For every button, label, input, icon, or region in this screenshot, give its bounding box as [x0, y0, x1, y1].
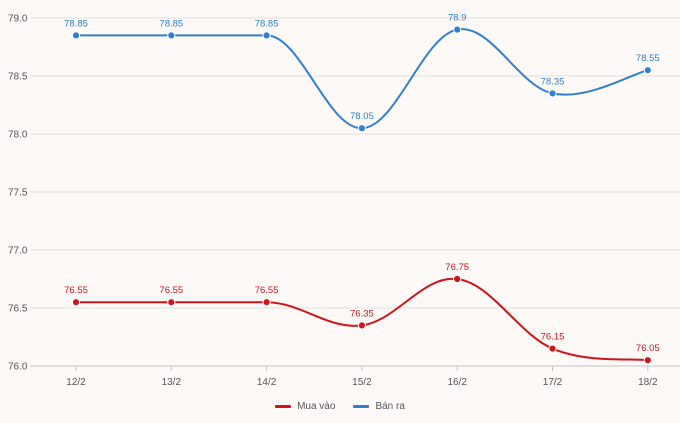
x-tick-label: 13/2 [162, 377, 182, 388]
legend: Mua vào Bán ra [0, 401, 680, 412]
y-tick-label: 78.0 [8, 130, 28, 141]
data-label-mua-vao: 76.55 [159, 285, 183, 296]
x-tick-label: 15/2 [352, 377, 372, 388]
data-label-ban-ra: 78.55 [636, 53, 660, 64]
y-axis-ticks: 79.0 78.5 78.0 77.5 77.0 76.5 76.0 [8, 14, 28, 373]
data-label-ban-ra: 78.85 [159, 18, 183, 29]
data-label-mua-vao: 76.35 [350, 308, 374, 319]
data-point-mua-vao[interactable] [548, 344, 557, 353]
data-points [71, 25, 652, 365]
legend-swatch-mua-vao [275, 405, 292, 408]
data-point-ban-ra[interactable] [357, 124, 366, 133]
data-point-mua-vao[interactable] [262, 298, 271, 307]
x-tick-label: 18/2 [638, 377, 658, 388]
data-point-ban-ra[interactable] [71, 31, 81, 40]
x-tick-label: 17/2 [543, 377, 563, 388]
data-labels: 78.85 78.85 78.85 78.05 78.9 78.35 78.55 76.55 7… [64, 13, 660, 355]
data-point-mua-vao[interactable] [453, 274, 462, 284]
data-point-ban-ra[interactable] [453, 25, 462, 34]
data-point-mua-vao[interactable] [643, 356, 652, 365]
data-label-mua-vao: 76.55 [64, 285, 88, 296]
legend-swatch-ban-ra [353, 405, 370, 408]
x-tick-label: 16/2 [447, 377, 467, 388]
data-point-mua-vao[interactable] [357, 321, 366, 330]
data-label-ban-ra: 78.35 [541, 76, 565, 87]
grid [30, 17, 680, 367]
data-label-ban-ra: 78.85 [255, 18, 279, 29]
y-tick-label: 78.5 [8, 72, 28, 83]
x-tick-label: 14/2 [257, 377, 277, 388]
y-tick-label: 77.0 [8, 246, 28, 257]
legend-label-ban-ra: Bán ra [375, 401, 405, 412]
legend-item-mua-vao[interactable]: Mua vào [275, 401, 335, 412]
data-point-ban-ra[interactable] [548, 89, 557, 98]
x-tick-label: 12/2 [66, 377, 86, 388]
data-label-ban-ra: 78.05 [350, 111, 374, 122]
data-point-ban-ra[interactable] [643, 66, 652, 75]
data-point-ban-ra[interactable] [167, 31, 176, 40]
data-label-ban-ra: 78.9 [448, 13, 467, 24]
line-chart: 79.0 78.5 78.0 77.5 77.0 76.5 76.0 12/2 13/2 14/… [8, 13, 680, 388]
x-axis-ticks: 12/2 13/2 14/2 15/2 16/2 17/2 18/2 [66, 366, 658, 388]
data-label-mua-vao: 76.75 [445, 262, 469, 273]
y-tick-label: 77.5 [8, 188, 28, 199]
data-point-mua-vao[interactable] [71, 298, 81, 307]
y-tick-label: 76.0 [8, 362, 28, 373]
data-point-mua-vao[interactable] [167, 298, 176, 307]
data-label-mua-vao: 76.05 [636, 343, 660, 354]
legend-label-mua-vao: Mua vào [297, 401, 336, 412]
data-label-mua-vao: 76.15 [541, 332, 565, 343]
y-tick-label: 76.5 [8, 304, 28, 315]
data-label-ban-ra: 78.85 [64, 18, 88, 29]
data-point-ban-ra[interactable] [262, 31, 271, 40]
y-tick-label: 79.0 [8, 14, 28, 25]
legend-item-ban-ra[interactable]: Bán ra [353, 401, 405, 412]
data-label-mua-vao: 76.55 [255, 285, 279, 296]
